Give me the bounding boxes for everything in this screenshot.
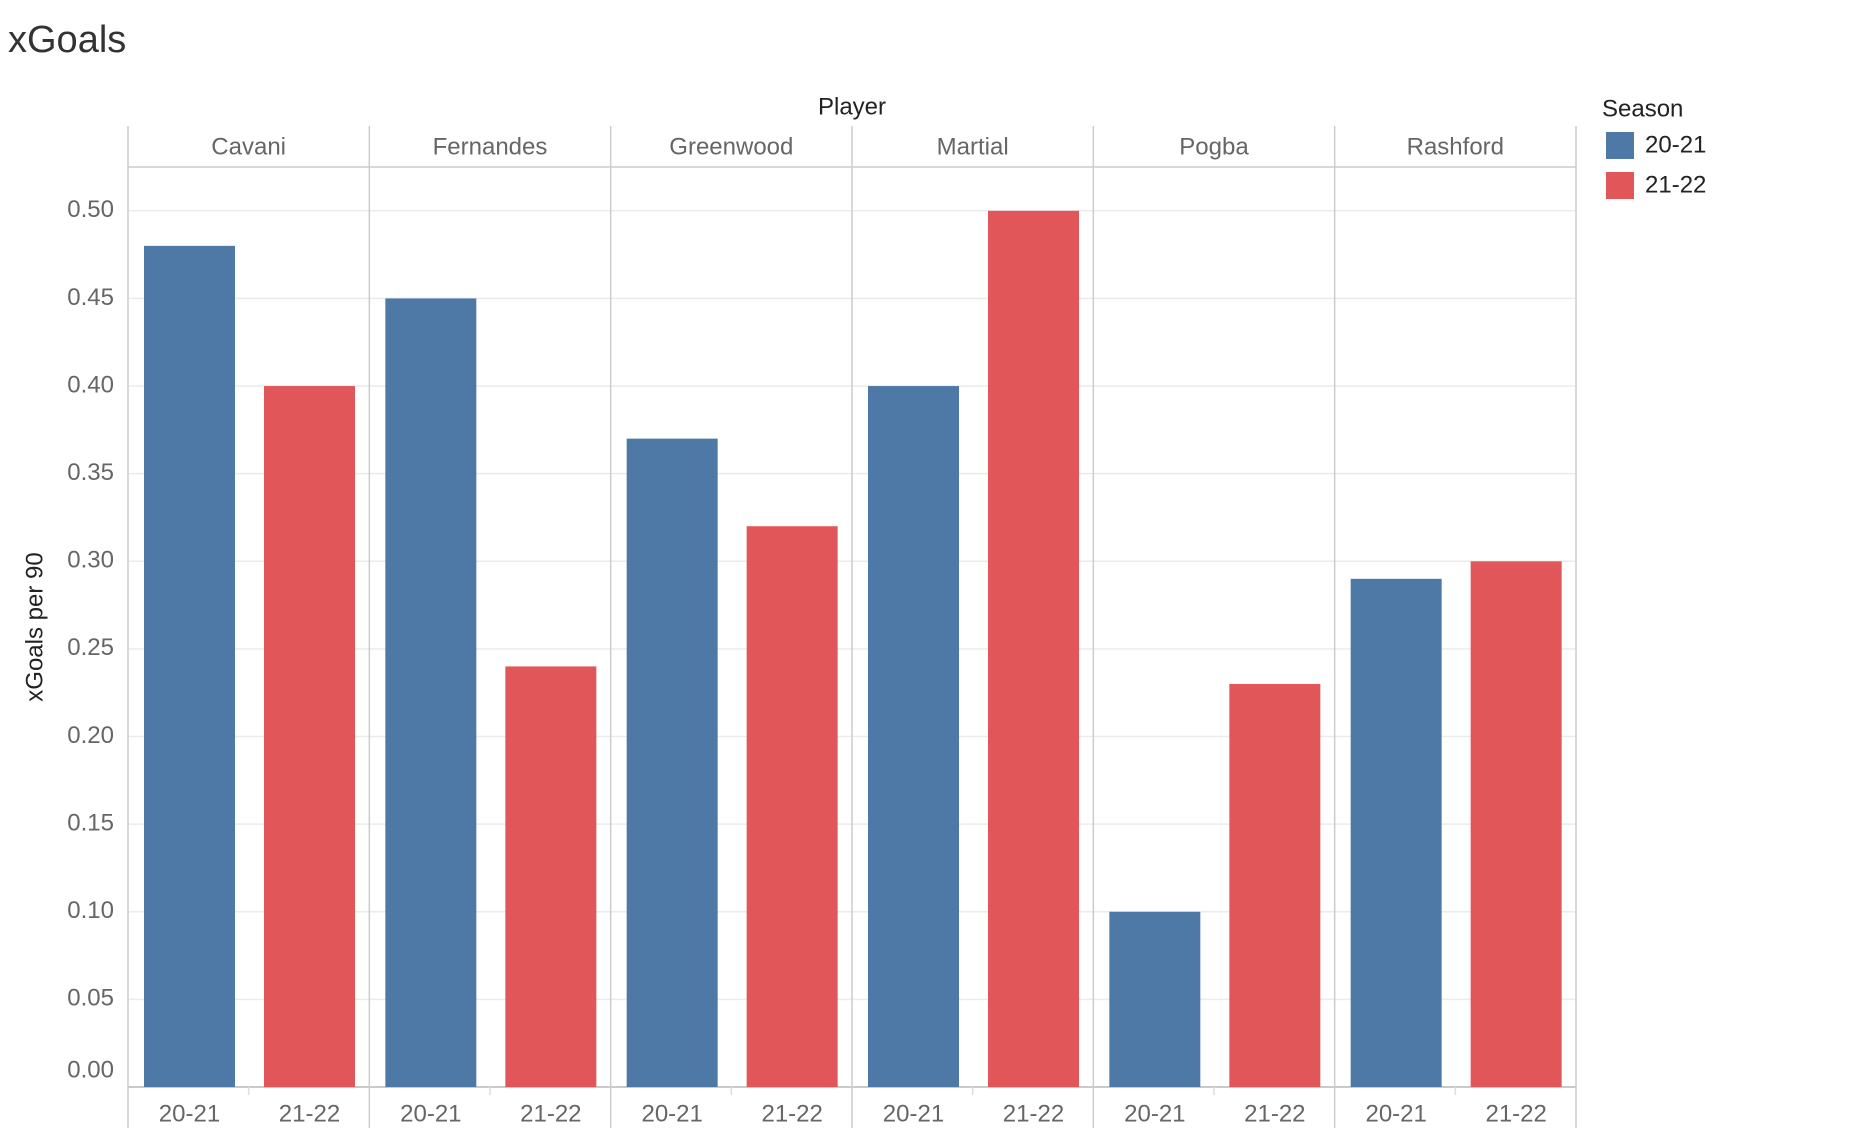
x-tick-label: 20-21 [883,1100,944,1127]
panel-label: Cavani [211,133,286,160]
x-tick-label: 21-22 [1003,1100,1064,1127]
panel-label: Rashford [1407,133,1504,160]
y-tick-label: 0.25 [67,634,114,661]
bar [1109,911,1201,1087]
legend-swatch [1606,132,1634,159]
y-tick-label: 0.10 [67,897,114,924]
panel-label: Greenwood [669,133,793,160]
chart-title: xGoals [8,19,126,61]
bar [1350,578,1442,1087]
x-tick-label: 21-22 [520,1100,581,1127]
y-tick-label: 0.40 [67,371,114,398]
y-axis-title: xGoals per 90 [21,552,48,701]
legend-swatch [1606,172,1634,199]
panel-label: Pogba [1179,133,1249,160]
y-tick-label: 0.50 [67,196,114,223]
x-tick-label: 21-22 [1485,1100,1546,1127]
y-tick-label: 0.15 [67,809,114,836]
x-tick-label: 20-21 [641,1100,702,1127]
x-tick-label: 20-21 [159,1100,220,1127]
legend-title: Season [1602,95,1683,122]
bar [264,386,355,1087]
x-tick-label: 20-21 [1124,1100,1185,1127]
bar [144,245,235,1087]
bar [1229,683,1321,1087]
y-tick-label: 0.20 [67,722,114,749]
bar [626,438,718,1088]
y-tick-label: 0.45 [67,284,114,311]
y-tick-label: 0.00 [67,1056,114,1083]
x-tick-label: 21-22 [279,1100,340,1127]
bar [1470,561,1562,1087]
bar [505,666,597,1087]
y-tick-label: 0.30 [67,547,114,574]
legend-label: 20-21 [1645,131,1706,158]
x-tick-label: 21-22 [1244,1100,1305,1127]
bar [868,386,959,1087]
bar [746,526,838,1087]
legend-label: 21-22 [1645,171,1706,198]
x-axis-title: Player [818,93,886,120]
x-tick-label: 20-21 [1365,1100,1426,1127]
bar [385,298,477,1087]
panel-label: Fernandes [433,133,548,160]
bar [988,210,1079,1088]
y-tick-label: 0.35 [67,459,114,486]
x-tick-label: 20-21 [400,1100,461,1127]
y-tick-label: 0.05 [67,985,114,1012]
panel-label: Martial [937,133,1009,160]
x-tick-label: 21-22 [761,1100,822,1127]
